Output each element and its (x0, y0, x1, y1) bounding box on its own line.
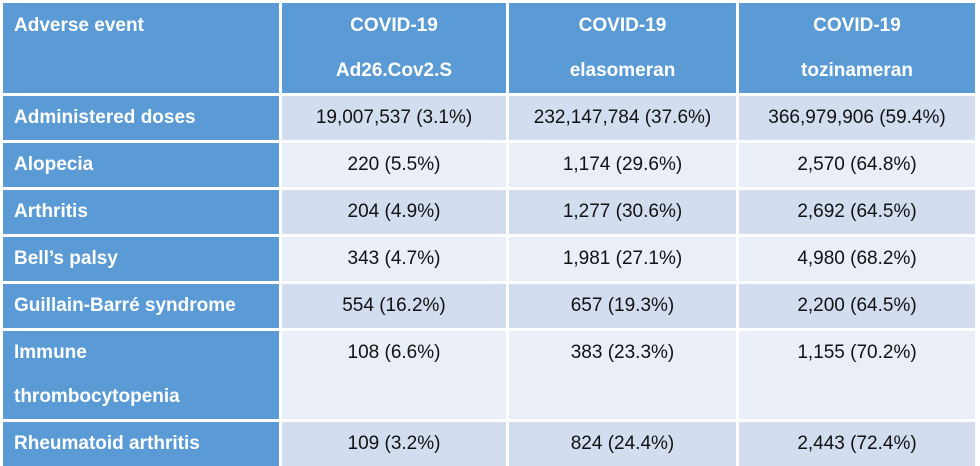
row-label-text: Alopecia (14, 154, 94, 175)
row-label-text: Arthritis (14, 201, 88, 222)
row-label-text: Rheumatoid arthritis (14, 433, 200, 454)
header-tozinameran: COVID-19 tozinameran (739, 3, 975, 96)
row-label: Immune thrombocytopenia (3, 331, 282, 422)
table-row: Administered doses 19,007,537 (3.1%) 232… (3, 96, 975, 143)
row-label: Alopecia (3, 143, 282, 190)
cell-text: 383 (23.3%) (570, 342, 675, 363)
table-cell: 343 (4.7%) (282, 237, 509, 284)
table-cell: 2,692 (64.5%) (739, 190, 975, 237)
cell-text: 657 (19.3%) (570, 295, 675, 316)
cell-text: 343 (4.7%) (347, 248, 441, 269)
table-cell: 2,443 (72.4%) (739, 422, 975, 466)
header-text: elasomeran (569, 60, 676, 81)
row-label-text: Administered doses (14, 107, 196, 128)
row-label: Administered doses (3, 96, 282, 143)
header-text: COVID-19 (813, 15, 901, 36)
table-cell: 657 (19.3%) (509, 284, 739, 331)
cell-text: 2,692 (64.5%) (797, 201, 917, 222)
table-row: Guillain-Barré syndrome 554 (16.2%) 657 … (3, 284, 975, 331)
header-text: COVID-19 (578, 15, 667, 36)
row-label-text: Bell’s palsy (14, 248, 118, 269)
header-adverse-event: Adverse event (3, 3, 282, 96)
table-cell: 1,155 (70.2%) (739, 331, 975, 422)
table-cell: 4,980 (68.2%) (739, 237, 975, 284)
cell-text: 554 (16.2%) (342, 295, 446, 316)
cell-text: 19,007,537 (3.1%) (315, 107, 473, 128)
cell-text: 824 (24.4%) (570, 433, 675, 454)
cell-text: 1,277 (30.6%) (562, 201, 683, 222)
table-cell: 19,007,537 (3.1%) (282, 96, 509, 143)
table-cell: 1,277 (30.6%) (509, 190, 739, 237)
table-cell: 383 (23.3%) (509, 331, 739, 422)
cell-text: 108 (6.6%) (347, 342, 441, 363)
table-cell: 108 (6.6%) (282, 331, 509, 422)
table-cell: 824 (24.4%) (509, 422, 739, 466)
cell-text: 232,147,784 (37.6%) (533, 107, 712, 128)
table-cell: 1,981 (27.1%) (509, 237, 739, 284)
row-label: Arthritis (3, 190, 282, 237)
adverse-events-table: Adverse event COVID-19 Ad26.Cov2.S COVID… (3, 3, 975, 466)
table-row: Bell’s palsy 343 (4.7%) 1,981 (27.1%) 4,… (3, 237, 975, 284)
table-cell: 554 (16.2%) (282, 284, 509, 331)
table-cell: 232,147,784 (37.6%) (509, 96, 739, 143)
table-cell: 2,570 (64.8%) (739, 143, 975, 190)
cell-text: 366,979,906 (59.4%) (768, 107, 946, 128)
table-row: Rheumatoid arthritis 109 (3.2%) 824 (24.… (3, 422, 975, 466)
header-text: Ad26.Cov2.S (335, 60, 453, 81)
cell-text: 1,155 (70.2%) (797, 342, 917, 363)
table-cell: 109 (3.2%) (282, 422, 509, 466)
row-label: Rheumatoid arthritis (3, 422, 282, 466)
header-row: Adverse event COVID-19 Ad26.Cov2.S COVID… (3, 3, 975, 96)
header-ad26-cov2-s: COVID-19 Ad26.Cov2.S (282, 3, 509, 96)
header-text: COVID-19 (350, 15, 438, 36)
table-cell: 204 (4.9%) (282, 190, 509, 237)
table-cell: 2,200 (64.5%) (739, 284, 975, 331)
row-label-text: Guillain-Barré syndrome (14, 295, 236, 316)
cell-text: 220 (5.5%) (347, 154, 441, 175)
cell-text: 2,443 (72.4%) (797, 433, 917, 454)
row-label-text: thrombocytopenia (14, 386, 180, 407)
header-text: tozinameran (801, 60, 913, 81)
row-label: Bell’s palsy (3, 237, 282, 284)
table-cell: 1,174 (29.6%) (509, 143, 739, 190)
header-text: Adverse event (14, 15, 144, 36)
cell-text: 1,981 (27.1%) (562, 248, 683, 269)
table-cell: 366,979,906 (59.4%) (739, 96, 975, 143)
cell-text: 1,174 (29.6%) (562, 154, 683, 175)
table-row: Immune thrombocytopenia 108 (6.6%) 383 (… (3, 331, 975, 422)
cell-text: 204 (4.9%) (347, 201, 441, 222)
cell-text: 2,570 (64.8%) (797, 154, 917, 175)
cell-text: 2,200 (64.5%) (797, 295, 917, 316)
table-row: Arthritis 204 (4.9%) 1,277 (30.6%) 2,692… (3, 190, 975, 237)
header-elasomeran: COVID-19 elasomeran (509, 3, 739, 96)
cell-text: 4,980 (68.2%) (797, 248, 917, 269)
table-cell: 220 (5.5%) (282, 143, 509, 190)
cell-text: 109 (3.2%) (347, 433, 441, 454)
table-row: Alopecia 220 (5.5%) 1,174 (29.6%) 2,570 … (3, 143, 975, 190)
row-label-text: Immune (14, 342, 87, 363)
row-label: Guillain-Barré syndrome (3, 284, 282, 331)
